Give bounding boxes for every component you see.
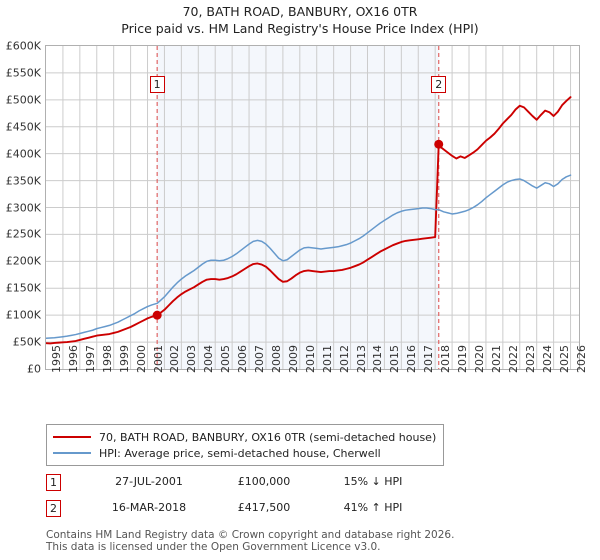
y-tick-label: £100K [5, 308, 41, 322]
page-subtitle: Price paid vs. HM Land Registry's House … [121, 21, 479, 36]
chart-title-block: 70, BATH ROAD, BANBURY, OX16 0TR Price p… [0, 3, 600, 37]
chart-marker-1: 1 [149, 76, 165, 93]
transactions-table: 1 27-JUL-2001 £100,000 15% ↓ HPI 2 16-MA… [46, 472, 466, 524]
legend-item-price-paid: 70, BATH ROAD, BANBURY, OX16 0TR (semi-d… [53, 429, 437, 445]
transaction-price-1: £100,000 [237, 475, 291, 488]
footer-attribution: Contains HM Land Registry data © Crown c… [46, 529, 586, 553]
legend-label-hpi: HPI: Average price, semi-detached house,… [99, 446, 381, 460]
legend-swatch-price-paid-icon [53, 436, 91, 438]
y-tick-label: £600K [5, 39, 41, 53]
transaction-marker-1: 1 [46, 474, 61, 491]
sale-point-2 [434, 139, 444, 149]
table-row: 1 27-JUL-2001 £100,000 15% ↓ HPI [46, 472, 466, 498]
legend-item-hpi: HPI: Average price, semi-detached house,… [53, 445, 437, 461]
transaction-price-2: £417,500 [237, 501, 291, 514]
chart-marker-2: 2 [431, 76, 447, 93]
footer-line-2: This data is licensed under the Open Gov… [46, 541, 381, 553]
transaction-marker-2: 2 [46, 500, 61, 517]
y-tick-label: £350K [5, 174, 41, 188]
y-tick-label: £50K [12, 335, 41, 349]
transaction-date-2: 16-MAR-2018 [111, 501, 187, 514]
transaction-hpi-2: 41% ↑ HPI [343, 501, 403, 514]
y-tick-label: £500K [5, 93, 41, 107]
y-tick-label: £300K [5, 201, 41, 214]
table-row: 2 16-MAR-2018 £417,500 41% ↑ HPI [46, 498, 466, 524]
footer-line-1: Contains HM Land Registry data © Crown c… [46, 529, 455, 541]
legend-label-price-paid: 70, BATH ROAD, BANBURY, OX16 0TR (semi-d… [99, 430, 437, 444]
series-line-price-paid [46, 96, 572, 345]
chart-svg [46, 46, 579, 369]
y-tick-label: £200K [5, 254, 41, 268]
legend-swatch-hpi-icon [53, 452, 91, 454]
sale-point-1 [152, 310, 162, 320]
transaction-hpi-1: 15% ↓ HPI [343, 475, 403, 488]
y-tick-label: £250K [5, 227, 41, 241]
plot-area [45, 45, 580, 370]
y-tick-label: £400K [5, 147, 41, 161]
series-line-hpi [46, 174, 572, 340]
y-tick-label: £150K [5, 281, 41, 295]
y-tick-label: £0 [27, 362, 41, 376]
y-tick-label: £550K [5, 66, 41, 80]
transaction-date-1: 27-JUL-2001 [115, 475, 183, 488]
page-title: 70, BATH ROAD, BANBURY, OX16 0TR [182, 4, 418, 19]
chart-legend: 70, BATH ROAD, BANBURY, OX16 0TR (semi-d… [46, 424, 444, 466]
y-tick-label: £450K [5, 120, 41, 134]
